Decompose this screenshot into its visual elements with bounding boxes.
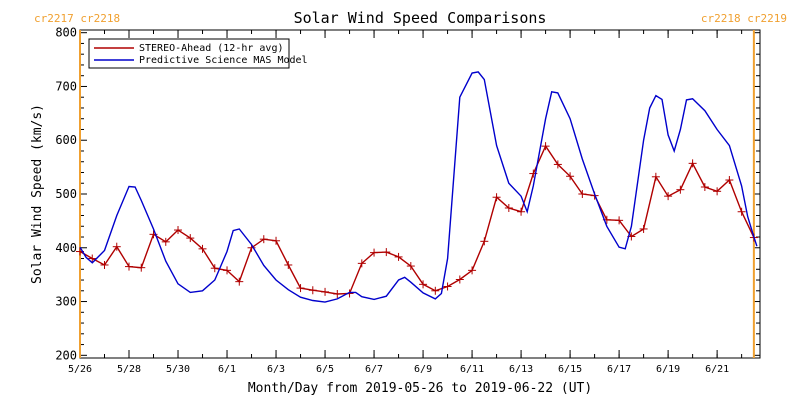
y-tick-label: 700 [55,79,77,93]
y-tick-label: 200 [55,348,77,362]
chart-title: Solar Wind Speed Comparisons [294,9,547,27]
x-tick-label: 5/26 [68,364,92,375]
y-tick-label: 400 [55,241,77,255]
x-tick-label: 6/19 [656,364,680,375]
legend-box [88,38,290,69]
legend-label-mas: Predictive Science MAS Model [139,55,308,66]
series-line [79,144,755,295]
legend: STEREO-Ahead (12-hr avg) Predictive Scie… [88,38,308,69]
y-tick-label: 300 [55,295,77,309]
carrington-label: cr2217 cr2218 [34,12,120,25]
x-tick-label: 6/1 [218,364,236,375]
x-tick-label: 5/30 [166,364,190,375]
x-tick-label: 6/11 [460,364,484,375]
carrington-markers: cr2217 cr2218 cr2218 cr2219 [34,12,787,358]
carrington-label: cr2218 cr2219 [701,12,787,25]
x-tick-label: 6/13 [509,364,533,375]
y-tick-label: 600 [55,133,77,147]
y-tick-label: 800 [55,26,77,40]
axes-layer: 200 300 400 500 600 700 800 5/26 5/28 5/30 6/1 6/3 6… [55,26,761,375]
series-layer [76,71,758,303]
x-tick-label: 6/9 [414,364,432,375]
y-tick-label: 500 [55,187,77,201]
x-tick-label: 6/15 [558,364,582,375]
series-1 [79,71,758,303]
x-tick-label: 6/3 [267,364,285,375]
x-tick-label: 5/28 [117,364,141,375]
x-tick-label: 6/17 [607,364,631,375]
legend-label-stereo: STEREO-Ahead (12-hr avg) [139,43,284,54]
x-tick-label: 6/21 [705,364,729,375]
y-axis-label: Solar Wind Speed (km/s) [30,104,45,284]
x-axis-label: Month/Day from 2019-05-26 to 2019-06-22 … [248,381,592,396]
series-line [79,71,758,303]
x-tick-label: 6/7 [365,364,383,375]
x-tick-label: 6/5 [316,364,334,375]
